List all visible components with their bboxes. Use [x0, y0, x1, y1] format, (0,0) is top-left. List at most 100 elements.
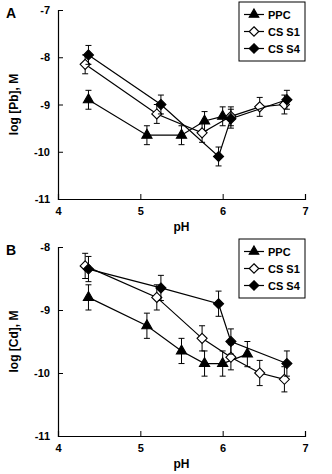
y-axis: -11-10-9-8-7 [34, 4, 63, 205]
error-cap [179, 144, 185, 145]
tick-mark [58, 373, 63, 374]
error-cap [244, 341, 250, 342]
data-point [282, 359, 292, 369]
tick-mark [223, 431, 224, 436]
legend-entry: CS S4 [244, 43, 301, 55]
error-cap [144, 125, 150, 126]
tick: -7 [40, 4, 63, 16]
error-cap [85, 64, 91, 65]
tick-mark [58, 10, 63, 11]
error-cap [284, 109, 290, 110]
tick-label: 7 [302, 205, 308, 217]
legend-marker [249, 27, 258, 36]
panel-label: A [6, 5, 16, 21]
legend-marker [249, 9, 259, 17]
tick-mark [58, 105, 63, 106]
error-cap [179, 363, 185, 364]
tick-label: -8 [40, 51, 50, 63]
error-cap [144, 313, 150, 314]
error-cap [199, 325, 205, 326]
data-point [218, 358, 228, 367]
error-cap [154, 123, 160, 124]
tick-mark [58, 436, 63, 437]
tick: -9 [40, 304, 63, 316]
panel-label: B [6, 242, 16, 258]
error-cap [284, 350, 290, 351]
legend-entry: CS S1 [244, 263, 300, 275]
error-cap [82, 73, 88, 74]
legend-label: CS S1 [268, 263, 300, 275]
data-point [199, 115, 209, 124]
data-point [197, 128, 207, 138]
data-point [226, 352, 236, 362]
data-point [142, 320, 152, 329]
legend-label: PPC [268, 9, 291, 21]
legend: PPC CS S1 CS S4 [239, 2, 305, 61]
axis-line [59, 431, 306, 437]
data-point [197, 333, 207, 343]
data-point [226, 336, 236, 346]
series-line [85, 64, 284, 133]
error-cap [257, 97, 263, 98]
data-point [83, 264, 93, 274]
tick-label: -11 [35, 430, 50, 442]
tick: -11 [35, 430, 63, 442]
tick-label: 6 [220, 442, 226, 454]
legend-marker [249, 44, 258, 53]
error-cap [257, 360, 263, 361]
tick-label: 6 [220, 205, 226, 217]
x-axis: 4 5 6 7 [55, 431, 308, 454]
error-cap [85, 45, 91, 46]
error-cap [228, 369, 234, 370]
x-axis-title: pH [174, 457, 190, 471]
legend-label: PPC [268, 246, 291, 258]
error-cap [220, 376, 226, 377]
error-cap [281, 113, 287, 114]
legend-entry: CS S1 [244, 26, 300, 38]
error-cap [154, 310, 160, 311]
tick-label: 4 [55, 442, 62, 454]
tick: -9 [40, 99, 63, 111]
error-cap [158, 300, 164, 301]
tick-mark [305, 431, 306, 436]
error-cap [228, 354, 234, 355]
tick: 7 [302, 194, 308, 217]
tick: -8 [40, 51, 63, 63]
panel: 4567-11-10-9-8BpHlog [Cd], MPPCCS S1CS S… [6, 239, 309, 471]
data-point [156, 99, 166, 109]
error-cap [85, 310, 91, 311]
tick-label: -9 [40, 304, 50, 316]
x-axis-title: pH [174, 220, 190, 234]
tick-label: 4 [55, 205, 62, 217]
data-point [176, 345, 186, 354]
legend-entry: PPC [244, 246, 291, 258]
error-cap [216, 291, 222, 292]
tick: -11 [35, 193, 63, 205]
data-point [214, 151, 224, 161]
panel: 4567-11-10-9-8-7ApHlog [Pb], MPPCCS S1CS… [6, 2, 309, 234]
error-cap [144, 144, 150, 145]
error-cap [82, 278, 88, 279]
data-point [279, 374, 289, 384]
data-point [142, 129, 152, 138]
tick-label: 5 [138, 205, 144, 217]
error-cap [220, 106, 226, 107]
data-point [255, 368, 265, 378]
error-cap [158, 275, 164, 276]
error-cap [85, 284, 91, 285]
y-axis-title: log [Cd], M [7, 311, 21, 373]
tick-label: -11 [35, 193, 50, 205]
legend-label: CS S4 [268, 280, 301, 292]
tick-mark [58, 57, 63, 58]
x-axis: 4 5 6 7 [55, 194, 308, 217]
series-line [85, 266, 284, 379]
error-cap [228, 328, 234, 329]
tick: 7 [302, 431, 308, 454]
error-cap [216, 316, 222, 317]
error-cap [216, 165, 222, 166]
tick-label: -9 [40, 99, 50, 111]
legend-entry: PPC [244, 9, 291, 21]
tick-mark [58, 199, 63, 200]
tick-mark [223, 194, 224, 199]
tick: 5 [138, 431, 144, 454]
